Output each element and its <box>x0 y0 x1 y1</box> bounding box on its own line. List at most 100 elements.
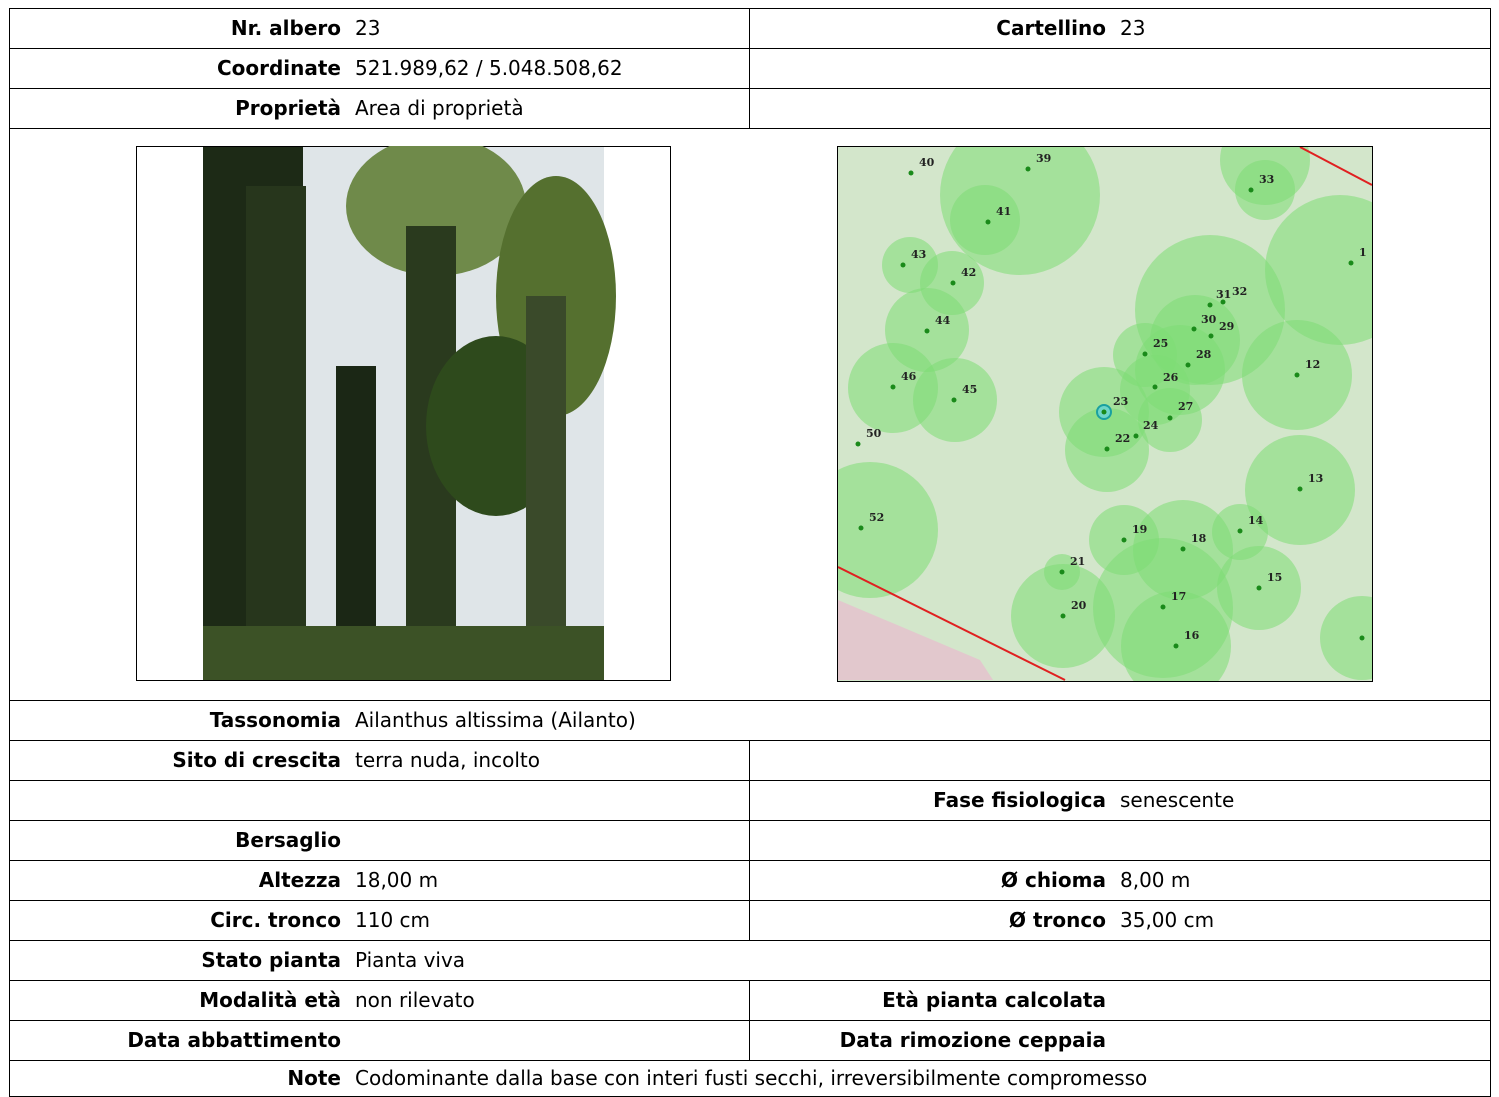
field-label: Note <box>287 1066 341 1090</box>
tree-point <box>1185 362 1191 368</box>
tree-point <box>950 280 956 286</box>
tree-point <box>985 219 991 225</box>
field-label: Coordinate <box>216 56 341 80</box>
tree-point <box>1121 537 1127 543</box>
tree-point <box>1142 351 1148 357</box>
tree-label: 31 <box>1216 288 1231 301</box>
tree-point <box>1348 260 1354 266</box>
tree-label: 30 <box>1201 313 1217 326</box>
tree-label: 52 <box>869 511 884 524</box>
tree-point <box>924 328 930 334</box>
field-label: Nr. albero <box>230 16 341 40</box>
tree-label: 39 <box>1036 152 1051 165</box>
tree-point <box>1208 333 1214 339</box>
table-cell: Data rimozione ceppaia <box>749 1020 1491 1061</box>
tree-point <box>1173 643 1179 649</box>
field-label: Ø chioma <box>1001 868 1106 892</box>
tree-label: 40 <box>919 156 935 169</box>
field-label: Tassonomia <box>209 708 341 732</box>
tree-point <box>1160 604 1166 610</box>
tree-point <box>1191 326 1197 332</box>
boundary <box>838 566 1066 681</box>
table-cell: Circ. tronco 110 cm <box>9 900 750 941</box>
tree-point <box>890 384 896 390</box>
table-cell <box>749 740 1491 781</box>
field-value: senescente <box>1120 788 1235 812</box>
tree-point <box>1133 433 1139 439</box>
tree-point <box>858 525 864 531</box>
field-value: 23 <box>355 16 381 40</box>
tree-label: 45 <box>962 383 977 396</box>
tree-point <box>1180 546 1186 552</box>
table-cell: Cartellino 23 <box>749 8 1491 49</box>
tree-label: 1 <box>1359 246 1367 259</box>
table-cell: Bersaglio <box>9 820 750 861</box>
field-label: Data rimozione ceppaia <box>839 1028 1106 1052</box>
field-label: Età pianta calcolata <box>882 988 1106 1012</box>
tree-label: 29 <box>1219 320 1234 333</box>
tree-label: 24 <box>1143 419 1159 432</box>
table-cell <box>749 48 1491 89</box>
tree-point <box>1248 187 1254 193</box>
field-label: Fase fisiologica <box>933 788 1106 812</box>
table-cell: Proprietà Area di proprietà <box>9 88 750 129</box>
table-cell: Stato pianta Pianta viva <box>9 940 1491 981</box>
table-cell <box>749 88 1491 129</box>
field-value: 23 <box>1120 16 1146 40</box>
tree-label: 17 <box>1171 590 1186 603</box>
table-cell: Tassonomia Ailanthus altissima (Ailanto) <box>9 700 1491 741</box>
field-value: 18,00 m <box>355 868 439 892</box>
field-label: Bersaglio <box>235 828 341 852</box>
tree-point <box>1297 486 1303 492</box>
field-value: Ailanthus altissima (Ailanto) <box>355 708 636 732</box>
table-cell: Ø tronco 35,00 cm <box>749 900 1491 941</box>
table-cell: Data abbattimento <box>9 1020 750 1061</box>
field-label: Cartellino <box>996 16 1106 40</box>
tree-label: 15 <box>1267 571 1282 584</box>
field-label: Data abbattimento <box>127 1028 341 1052</box>
tree-label: 32 <box>1232 285 1247 298</box>
tree-point <box>1256 585 1262 591</box>
crown <box>1320 596 1372 680</box>
table-cell: Età pianta calcolata <box>749 980 1491 1021</box>
field-value: Area di proprietà <box>355 96 524 120</box>
tree-point <box>1152 384 1158 390</box>
tree-label: 41 <box>996 205 1011 218</box>
field-value: terra nuda, incolto <box>355 748 540 772</box>
tree-point <box>1294 372 1300 378</box>
tree-label: 19 <box>1132 523 1147 536</box>
tree-point <box>1167 415 1173 421</box>
tree-point <box>1059 569 1065 575</box>
tree-point <box>1207 302 1213 308</box>
tree-label: 42 <box>961 266 976 279</box>
table-cell: Fase fisiologica senescente <box>749 780 1491 821</box>
crown <box>1235 160 1295 220</box>
table-cell <box>9 780 750 821</box>
field-value: 8,00 m <box>1120 868 1191 892</box>
crown <box>1121 591 1231 681</box>
tree-point <box>1104 446 1110 452</box>
field-label: Altezza <box>258 868 341 892</box>
tree-label: 27 <box>1178 400 1193 413</box>
table-cell: Note Codominante dalla base con interi fu… <box>9 1060 1491 1097</box>
table-cell: Sito di crescita terra nuda, incolto <box>9 740 750 781</box>
tree-label: 12 <box>1305 358 1320 371</box>
table-cell: Coordinate 521.989,62 / 5.048.508,62 <box>9 48 750 89</box>
field-label: Modalità età <box>199 988 341 1012</box>
field-value: 35,00 cm <box>1120 908 1215 932</box>
tree-label: 46 <box>901 370 917 383</box>
field-value: 521.989,62 / 5.048.508,62 <box>355 56 623 80</box>
tree-label: 20 <box>1071 599 1087 612</box>
tree-point <box>908 170 914 176</box>
tree-label: 26 <box>1163 371 1179 384</box>
crown <box>950 185 1020 255</box>
tree-label: 21 <box>1070 555 1085 568</box>
tree-label: 50 <box>866 427 882 440</box>
field-label: Circ. tronco <box>210 908 341 932</box>
tree-point <box>951 397 957 403</box>
field-label: Proprietà <box>235 96 341 120</box>
table-cell: Nr. albero 23 <box>9 8 750 49</box>
tree-point <box>1359 635 1365 641</box>
crown <box>1265 195 1372 345</box>
